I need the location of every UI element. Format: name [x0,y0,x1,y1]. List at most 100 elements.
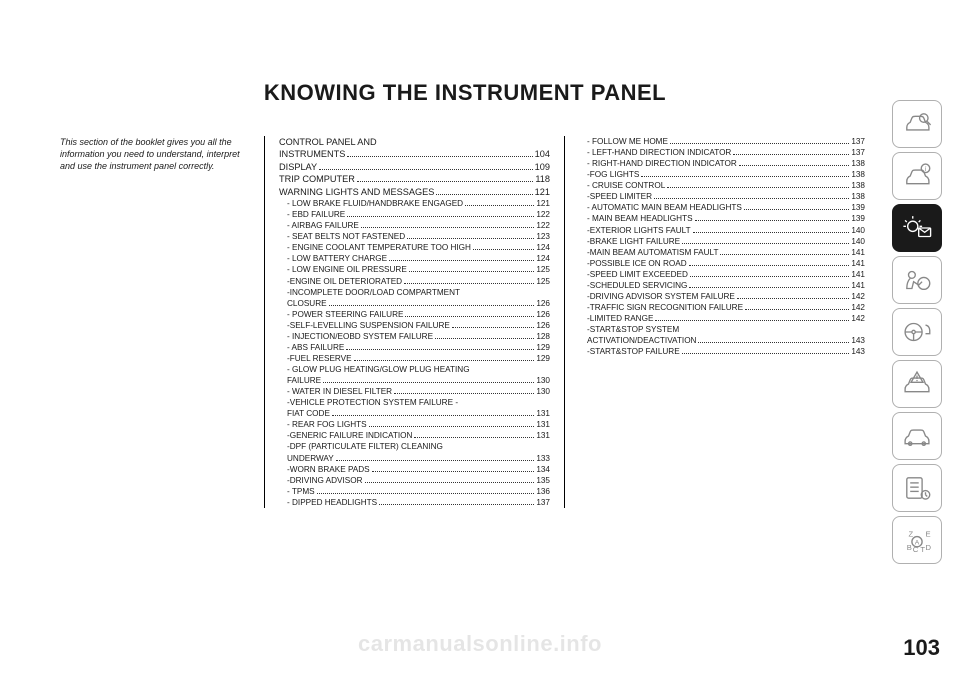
watermark: carmanualsonline.info [358,631,602,657]
toc-page: 138 [851,158,865,169]
toc-leader-dots [365,477,535,483]
toc-leader-dots [329,300,535,306]
toc-leader-dots [682,348,850,354]
toc-label: - WATER IN DIESEL FILTER [287,386,392,397]
toc-page: 142 [851,302,865,313]
toc-sub-entry: -DPF (PARTICULATE FILTER) CLEANINGUNDERW… [279,441,550,463]
toc-leader-dots [655,315,849,321]
toc-page: 138 [851,169,865,180]
toc-sub-entry: - ABS FAILURE 129 [279,342,550,353]
toc-sub-entry: -SPEED LIMIT EXCEEDED 141 [579,269,865,280]
toc-page: 135 [536,475,550,486]
toc-label: DISPLAY [279,161,317,173]
toc-label: - AIRBAG FAILURE [287,220,359,231]
section-tabs: i ZEBDCTA [892,100,942,568]
toc-page: 137 [536,497,550,508]
toc-leader-dots [347,151,532,157]
toc-leader-dots [332,411,534,417]
toc-sub-entry: -POSSIBLE ICE ON ROAD 141 [579,258,865,269]
toc-page: 140 [851,225,865,236]
toc-sub-entry: - LOW ENGINE OIL PRESSURE 125 [279,264,550,275]
toc-label-line1: -VEHICLE PROTECTION SYSTEM FAILURE - [287,397,550,408]
toc-sub-entry: - POWER STEERING FAILURE 126 [279,309,550,320]
toc-sub-entry: - TPMS 136 [279,486,550,497]
toc-page: 123 [536,231,550,242]
toc-sub-entry: -WORN BRAKE PADS 134 [279,464,550,475]
toc-label: -EXTERIOR LIGHTS FAULT [587,225,691,236]
toc-label: - EBD FAILURE [287,209,345,220]
warning-light-icon[interactable] [892,204,942,252]
toc-page: 141 [851,258,865,269]
toc-label: -ENGINE OIL DETERIORATED [287,276,402,287]
toc-sub-entry: -TRAFFIC SIGN RECOGNITION FAILURE 142 [579,302,865,313]
toc-leader-dots [720,249,849,255]
toc-leader-dots [436,188,532,194]
toc-label: UNDERWAY [287,453,334,464]
toc-leader-dots [409,267,535,273]
toc-page: 126 [536,309,550,320]
toc-major-entry: TRIP COMPUTER 118 [279,173,550,185]
airbag-icon[interactable] [892,256,942,304]
toc-sub-entry: - FOLLOW ME HOME 137 [579,136,865,147]
toc-major-entry: DISPLAY 109 [279,161,550,173]
toc-leader-dots [745,304,849,310]
toc-sub-entry: - MAIN BEAM HEADLIGHTS 139 [579,213,865,224]
toc-page: 130 [536,386,550,397]
toc-leader-dots [744,205,850,211]
toc-leader-dots [347,211,534,217]
toc-label: - SEAT BELTS NOT FASTENED [287,231,405,242]
toc-page: 109 [535,161,550,173]
car-side-icon[interactable] [892,412,942,460]
toc-label: - LOW BATTERY CHARGE [287,253,387,264]
svg-text:Z: Z [909,530,914,539]
toc-sub-entry: -SPEED LIMITER 138 [579,191,865,202]
svg-text:T: T [920,545,925,554]
toc-sub-entry: - WATER IN DIESEL FILTER 130 [279,386,550,397]
toc-leader-dots [405,311,534,317]
toc-sub-entry: -ENGINE OIL DETERIORATED 125 [279,276,550,287]
toc-label: - FOLLOW ME HOME [587,136,668,147]
toc-sub-entry: - INJECTION/EOBD SYSTEM FAILURE 128 [279,331,550,342]
toc-leader-dots [435,333,534,339]
toc-leader-dots [689,282,849,288]
toc-leader-dots [689,260,850,266]
toc-sub-entry: -MAIN BEAM AUTOMATISM FAULT 141 [579,247,865,258]
toc-leader-dots [693,227,850,233]
toc-sub-entry: - AIRBAG FAILURE 122 [279,220,550,231]
car-info-icon[interactable]: i [892,152,942,200]
toc-leader-dots [667,183,849,189]
content-columns: This section of the booklet gives you al… [60,136,870,508]
toc-label: INSTRUMENTS [279,148,345,160]
toc-sub-entry: -VEHICLE PROTECTION SYSTEM FAILURE -FIAT… [279,397,550,419]
toc-label: - LOW BRAKE FLUID/HANDBRAKE ENGAGED [287,198,463,209]
toc-label: -FUEL RESERVE [287,353,352,364]
toc-page: 121 [535,186,550,198]
toc-sub-entry: - REAR FOG LIGHTS 131 [279,419,550,430]
toc-leader-dots [473,245,534,251]
index-icon[interactable]: ZEBDCTA [892,516,942,564]
toc-sub-entry: - ENGINE COOLANT TEMPERATURE TOO HIGH 12… [279,242,550,253]
steering-icon[interactable] [892,308,942,356]
svg-text:i: i [925,166,927,173]
toc-leader-dots [319,163,533,169]
toc-sub-entry: - LEFT-HAND DIRECTION INDICATOR 137 [579,147,865,158]
toc-leader-dots [641,171,849,177]
toc-sub-entry: -DRIVING ADVISOR 135 [279,475,550,486]
toc-major-entry: CONTROL PANEL ANDINSTRUMENTS104 [279,136,550,161]
toc-label: CLOSURE [287,298,327,309]
toc-page: 139 [851,202,865,213]
toc-leader-dots [404,278,534,284]
toc-major-entry: WARNING LIGHTS AND MESSAGES 121 [279,186,550,198]
toc-label: -SCHEDULED SERVICING [587,280,687,291]
toc-label: - REAR FOG LIGHTS [287,419,367,430]
toc-label: -DRIVING ADVISOR [287,475,363,486]
toc-page: 140 [851,236,865,247]
toc-page: 137 [851,136,865,147]
toc-sub-entry: -START&STOP FAILURE 143 [579,346,865,357]
toc-page: 131 [536,408,550,419]
page-title: KNOWING THE INSTRUMENT PANEL [60,80,870,106]
checklist-icon[interactable] [892,464,942,512]
car-warning-icon[interactable] [892,360,942,408]
car-search-icon[interactable] [892,100,942,148]
toc-leader-dots [336,455,535,461]
